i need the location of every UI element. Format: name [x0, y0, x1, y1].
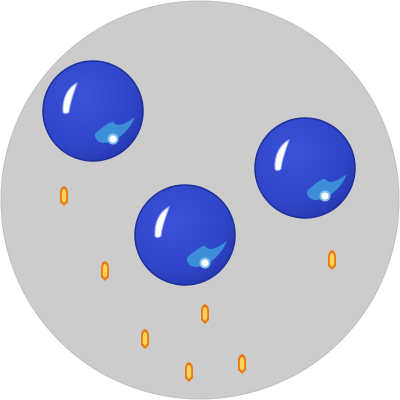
blue-bubble-icon	[254, 117, 356, 219]
flame-bullet-icon	[185, 362, 193, 382]
flame-bullet-icon	[60, 186, 68, 206]
flame-bullet-icon	[238, 354, 246, 374]
flame-bullet-icon	[328, 250, 336, 270]
bubble-layer	[42, 60, 356, 286]
blue-bubble-icon	[134, 184, 236, 286]
flame-bullet-icon	[141, 329, 149, 349]
flame-bullet-icon	[101, 261, 109, 281]
flame-bullet-icon	[201, 304, 209, 324]
blue-bubble-icon	[42, 60, 144, 162]
projectile-layer	[60, 186, 336, 382]
